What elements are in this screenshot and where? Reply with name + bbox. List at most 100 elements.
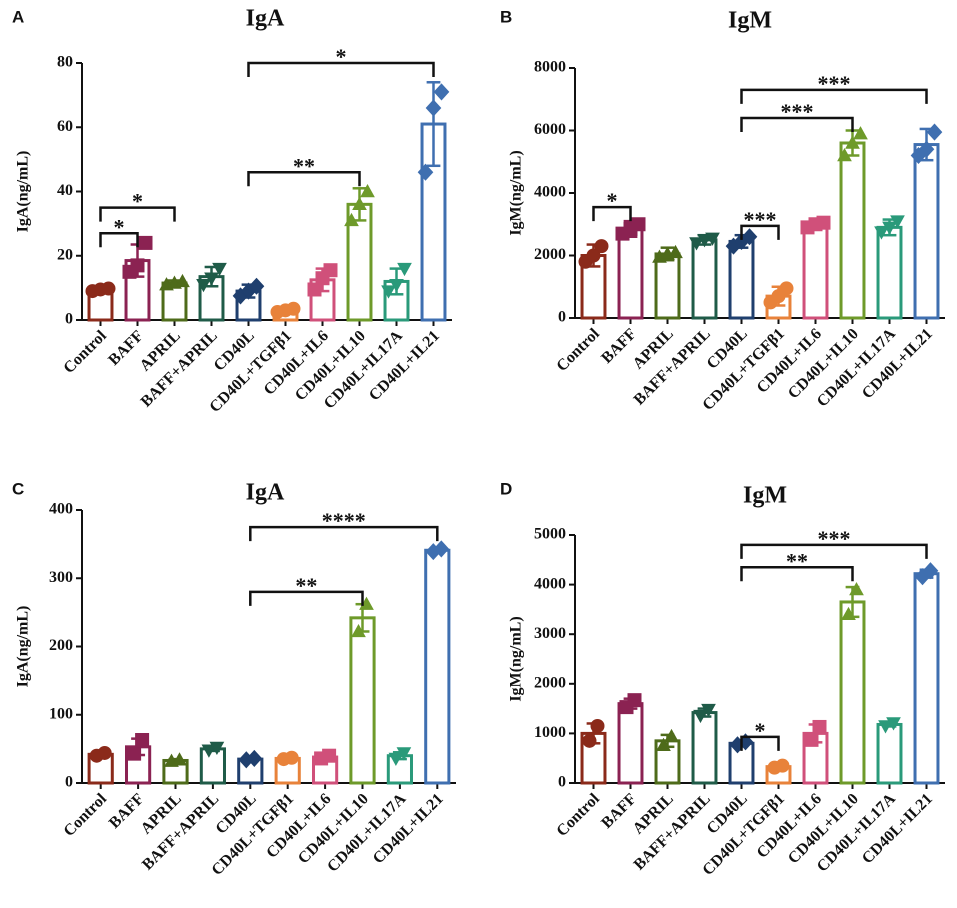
point (874, 226, 889, 240)
bar (802, 222, 829, 320)
chart-title: IgA (246, 480, 285, 506)
bar (654, 252, 681, 320)
point (701, 703, 716, 718)
significance-label: *** (818, 71, 851, 96)
point (668, 244, 683, 259)
y-axis-label: IgA(ng/mL) (15, 151, 32, 233)
point (204, 272, 219, 286)
point (352, 196, 367, 211)
point (845, 135, 860, 149)
point (172, 752, 187, 766)
significance-label: * (607, 188, 618, 213)
y-tick-label: 4000 (534, 575, 566, 592)
bar (839, 600, 866, 785)
point (196, 278, 211, 293)
bar (199, 747, 226, 785)
significance-label: **** (322, 508, 366, 533)
y-tick-label: 0 (558, 774, 566, 791)
point (779, 281, 794, 296)
bar (691, 711, 718, 785)
panel-label: B (500, 7, 512, 26)
significance-bracket (740, 88, 928, 104)
y-tick-label: 1000 (534, 724, 566, 741)
point (594, 239, 609, 254)
point (853, 126, 868, 140)
point (586, 248, 601, 263)
significance-bracket (592, 205, 632, 222)
point (878, 720, 893, 734)
x-tick-label: Control (553, 325, 603, 375)
significance-bracket (99, 232, 139, 248)
point (433, 540, 450, 558)
point (127, 746, 142, 761)
point (627, 693, 642, 708)
point (286, 301, 301, 316)
y-tick-label: 5000 (534, 526, 566, 543)
point (590, 718, 605, 733)
point (101, 281, 116, 296)
point (351, 623, 366, 638)
point (882, 221, 897, 235)
significance-label: *** (744, 207, 777, 232)
point (360, 183, 375, 198)
significance-label: ** (786, 548, 808, 573)
y-tick-label: 2000 (534, 246, 566, 263)
point (201, 744, 217, 758)
chart-title: IgM (743, 483, 787, 509)
point (922, 562, 939, 580)
y-tick-label: 200 (49, 637, 73, 654)
error-bar (426, 81, 441, 168)
point (138, 235, 153, 250)
y-tick-label: 80 (57, 54, 73, 71)
y-tick-label: 2000 (534, 674, 566, 691)
significance-label: * (336, 44, 347, 69)
point (926, 123, 943, 141)
panel-label: D (500, 479, 512, 498)
y-tick-label: 4000 (534, 184, 566, 201)
y-axis-label: IgM(ng/mL) (508, 150, 525, 235)
point (697, 234, 712, 248)
point (425, 99, 442, 117)
point (389, 278, 404, 293)
point (322, 748, 337, 763)
significance-label: * (755, 718, 766, 743)
point (344, 212, 359, 227)
significance-bracket (247, 170, 361, 187)
y-tick-label: 100 (49, 705, 73, 722)
point (631, 217, 646, 232)
bar (691, 238, 718, 320)
significance-bracket (740, 565, 854, 582)
point (433, 83, 450, 101)
point (397, 262, 412, 277)
point (705, 232, 720, 246)
x-tick-label: Control (60, 327, 110, 377)
point (135, 733, 150, 748)
y-axis-label: IgA(ng/mL) (15, 606, 32, 688)
y-tick-label: 3000 (534, 625, 566, 642)
significance-bracket (247, 61, 435, 77)
y-tick-label: 0 (65, 311, 73, 328)
bar (913, 143, 940, 320)
point (417, 163, 434, 181)
panel-label: A (12, 7, 24, 26)
point (775, 758, 790, 773)
y-tick-label: 300 (49, 569, 73, 586)
bar (913, 572, 940, 785)
point (841, 606, 856, 621)
significance-label: * (132, 189, 143, 214)
bar (876, 722, 903, 785)
significance-label: * (114, 214, 125, 239)
y-tick-label: 0 (65, 774, 73, 791)
point (816, 215, 831, 230)
y-tick-label: 60 (57, 118, 73, 135)
point (849, 582, 864, 596)
significance-bracket (740, 543, 928, 559)
chart-title: IgA (246, 6, 285, 32)
bar (839, 141, 866, 320)
y-axis-label: IgM(ng/mL) (508, 616, 525, 701)
point (323, 263, 338, 278)
significance-label: ** (295, 573, 317, 598)
point (804, 732, 819, 747)
point (212, 262, 227, 277)
